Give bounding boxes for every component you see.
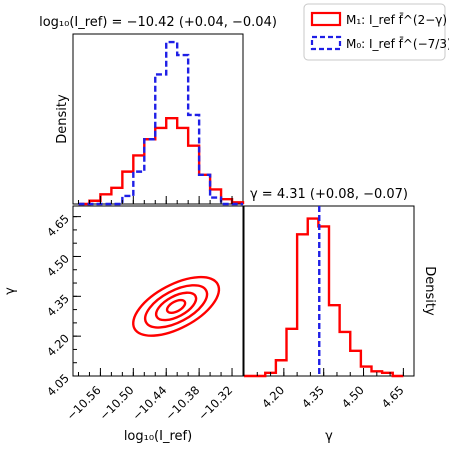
x-tick-label: −10.56	[64, 383, 104, 423]
joint-contours	[132, 275, 221, 337]
joint-ylabel: γ	[3, 287, 18, 295]
x-tick-label: −10.32	[195, 383, 235, 423]
legend-swatch-m0	[310, 35, 342, 51]
gamma-hist-xlabel: γ	[325, 429, 333, 444]
log-iref-hist-series	[78, 40, 245, 206]
legend-swatch-m1	[310, 11, 342, 27]
gamma-hist-frame	[243, 205, 415, 377]
x-tick-label: 4.50	[339, 383, 367, 411]
log-iref-hist-ylabel: Density	[55, 94, 70, 144]
legend-label-m0: M₀: I_ref f̄^(−7/3)	[346, 37, 449, 51]
joint-frame	[72, 205, 244, 377]
gamma-hist-series	[244, 206, 404, 378]
hist-m0-line	[78, 40, 243, 206]
gamma-hist-ticks: 4.20 4.35 4.50 4.65	[243, 368, 407, 411]
gamma-hist-ylabel: Density	[422, 266, 437, 316]
y-tick-label: 4.35	[44, 291, 72, 319]
x-tick-label: −10.38	[162, 383, 202, 423]
contour-level-2	[154, 291, 198, 322]
x-tick-label: −10.44	[130, 383, 170, 423]
x-tick-label: −10.50	[97, 383, 137, 423]
y-tick-label: 4.20	[44, 331, 72, 359]
x-tick-label: 4.65	[379, 383, 407, 411]
contour-level-1	[165, 298, 187, 314]
y-tick-label: 4.50	[44, 252, 72, 280]
contour-level-4	[132, 275, 221, 337]
contour-level-3	[143, 284, 209, 329]
y-tick-label: 4.05	[44, 371, 72, 399]
joint-panel: −10.56−10.50−10.44−10.38−10.32 4.05 4.20 4.…	[3, 205, 244, 444]
joint-xlabel: log₁₀(I_ref)	[124, 429, 192, 444]
log-iref-hist-frame	[72, 33, 244, 205]
hist-m1-line	[78, 116, 245, 206]
x-tick-label: 4.35	[299, 383, 327, 411]
gamma-hist-title: γ = 4.31 (+0.08, −0.07)	[250, 187, 408, 202]
log-iref-hist-ticks	[77, 196, 233, 204]
log-iref-histogram-panel: log₁₀(I_ref) = −10.42 (+0.04, −0.04) Den…	[39, 15, 277, 206]
legend-label-m1: M₁: I_ref f̄^(2−γ)	[346, 13, 447, 27]
legend: M₁: I_ref f̄^(2−γ) M₀: I_ref f̄^(−7/3)	[303, 3, 449, 61]
x-tick-label: 4.20	[259, 383, 287, 411]
y-tick-label: 4.65	[44, 212, 72, 240]
log-iref-hist-title: log₁₀(I_ref) = −10.42 (+0.04, −0.04)	[39, 15, 277, 30]
hist-gamma-m1-line	[244, 217, 404, 378]
gamma-histogram-panel: 4.20 4.35 4.50 4.65 γ = 4.31 (+0.08, −0.07)…	[243, 187, 437, 444]
